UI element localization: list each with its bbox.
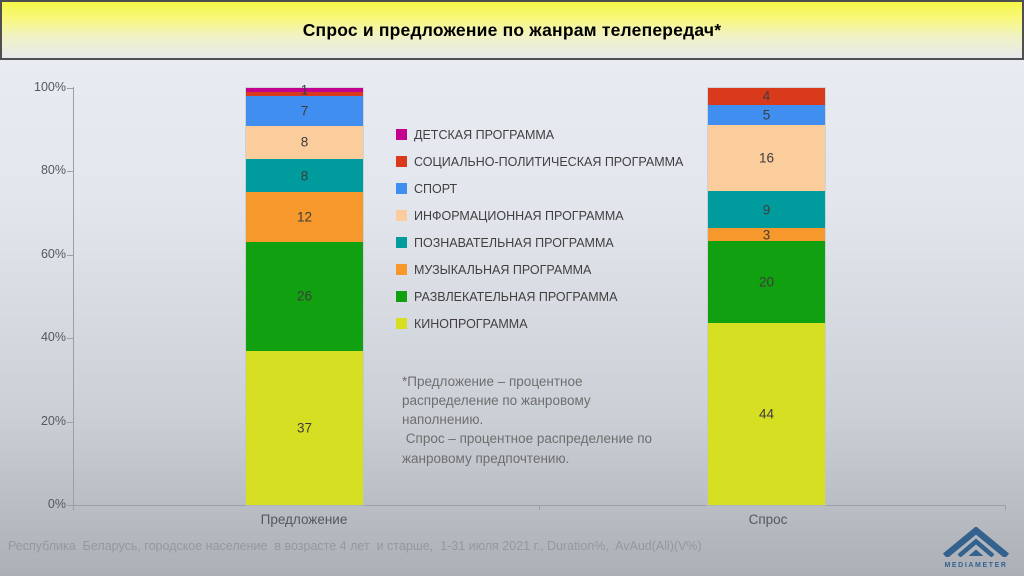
- legend-label: РАЗВЛЕКАТЕЛЬНАЯ ПРОГРАММА: [414, 289, 618, 304]
- segment-value-label: 7: [300, 103, 309, 119]
- bar-segment: 12: [246, 192, 363, 243]
- bar-segment: 37: [246, 350, 363, 505]
- category-label-spros: Спрос: [748, 512, 788, 527]
- legend-swatch-icon: [396, 129, 407, 140]
- legend-item: ДЕТСКАЯ ПРОГРАММА: [396, 121, 683, 148]
- bar-segment: [246, 92, 363, 97]
- bar-segment: 16: [708, 125, 825, 192]
- legend-item: КИНОПРОГРАММА: [396, 310, 683, 337]
- y-tick-label: 40%: [40, 330, 66, 345]
- segment-value-label: 5: [762, 107, 771, 123]
- segment-value-label: 4: [762, 88, 771, 104]
- legend-label: КИНОПРОГРАММА: [414, 316, 528, 331]
- bar-segment: 8: [246, 158, 363, 193]
- legend: ДЕТСКАЯ ПРОГРАММА СОЦИАЛЬНО-ПОЛИТИЧЕСКАЯ …: [396, 121, 683, 337]
- legend-item: ИНФОРМАЦИОННАЯ ПРОГРАММА: [396, 202, 683, 229]
- segment-value-label: 37: [296, 420, 313, 436]
- legend-swatch-icon: [396, 318, 407, 329]
- legend-item: РАЗВЛЕКАТЕЛЬНАЯ ПРОГРАММА: [396, 283, 683, 310]
- segment-value-label: 8: [300, 168, 309, 184]
- legend-item: СОЦИАЛЬНО-ПОЛИТИЧЕСКАЯ ПРОГРАММА: [396, 148, 683, 175]
- bar-segment: 3: [708, 227, 825, 243]
- segment-value-label: 9: [762, 202, 771, 218]
- bar-segment: 9: [708, 191, 825, 229]
- bar-segment: 20: [708, 240, 825, 324]
- bar-segment: 5: [708, 104, 825, 126]
- x-tick-mark: [1005, 505, 1006, 510]
- mediameter-logo: MEDIAMETER: [938, 526, 1014, 569]
- legend-swatch-icon: [396, 210, 407, 221]
- segment-value-label: 20: [758, 274, 775, 290]
- legend-label: СПОРТ: [414, 181, 458, 196]
- legend-swatch-icon: [396, 291, 407, 302]
- bar-segment: 8: [246, 125, 363, 159]
- y-tick-label: 80%: [40, 163, 66, 178]
- legend-swatch-icon: [396, 156, 407, 167]
- segment-value-label: 26: [296, 288, 313, 304]
- mediameter-logo-text: MEDIAMETER: [944, 562, 1008, 569]
- legend-swatch-icon: [396, 183, 407, 194]
- segment-value-label: 1: [300, 82, 309, 98]
- bar-segment: 4: [708, 88, 825, 105]
- source-line: Республика Беларусь, городское население…: [8, 539, 702, 553]
- page-title: Спрос и предложение по жанрам телепереда…: [302, 19, 722, 40]
- x-tick-mark: [539, 505, 540, 510]
- legend-label: МУЗЫКАЛЬНАЯ ПРОГРАММА: [414, 262, 592, 277]
- legend-label: ДЕТСКАЯ ПРОГРАММА: [414, 127, 555, 142]
- y-tick-label: 20%: [40, 413, 66, 428]
- segment-value-label: 8: [300, 134, 309, 150]
- category-label-predlozhenie: Предложение: [260, 512, 348, 527]
- stacked-bar-spros: 44 20 3 9 16 5 4: [708, 88, 825, 505]
- legend-swatch-icon: [396, 237, 407, 248]
- legend-label: СОЦИАЛЬНО-ПОЛИТИЧЕСКАЯ ПРОГРАММА: [414, 154, 684, 169]
- y-tick-mark: [67, 505, 73, 506]
- legend-label: ПОЗНАВАТЕЛЬНАЯ ПРОГРАММА: [414, 235, 614, 250]
- y-tick-mark: [67, 254, 73, 256]
- stacked-bar-predlozhenie: 37 26 12 8 8 7 1: [246, 83, 363, 505]
- footnote: *Предложение – процентное распределение …: [402, 374, 653, 466]
- mediameter-triangle-icon: [942, 526, 1010, 559]
- bar-segment: 1: [246, 83, 363, 98]
- y-tick-mark: [67, 421, 73, 423]
- legend-item: МУЗЫКАЛЬНАЯ ПРОГРАММА: [396, 256, 683, 283]
- y-tick-label: 0%: [47, 497, 66, 511]
- segment-value-label: 12: [296, 209, 313, 225]
- segment-value-label: 44: [758, 406, 775, 422]
- legend-label: ИНФОРМАЦИОННАЯ ПРОГРАММА: [414, 208, 624, 223]
- segment-value-label: 16: [758, 150, 775, 166]
- y-tick-mark: [67, 88, 73, 89]
- y-axis-line: [73, 87, 74, 506]
- bar-segment: 7: [246, 96, 363, 126]
- x-tick-mark: [73, 505, 74, 510]
- segment-value-label: 3: [762, 227, 771, 243]
- legend-item: ПОЗНАВАТЕЛЬНАЯ ПРОГРАММА: [396, 229, 683, 256]
- legend-item: СПОРТ: [396, 175, 683, 202]
- bar-segment: 26: [246, 242, 363, 351]
- y-tick-mark: [67, 171, 73, 173]
- bar-segment: 44: [708, 323, 825, 505]
- title-banner: Спрос и предложение по жанрам телепереда…: [0, 0, 1024, 60]
- y-tick-mark: [67, 338, 73, 340]
- legend-swatch-icon: [396, 264, 407, 275]
- y-tick-label: 100%: [34, 80, 66, 94]
- y-tick-label: 60%: [40, 246, 66, 261]
